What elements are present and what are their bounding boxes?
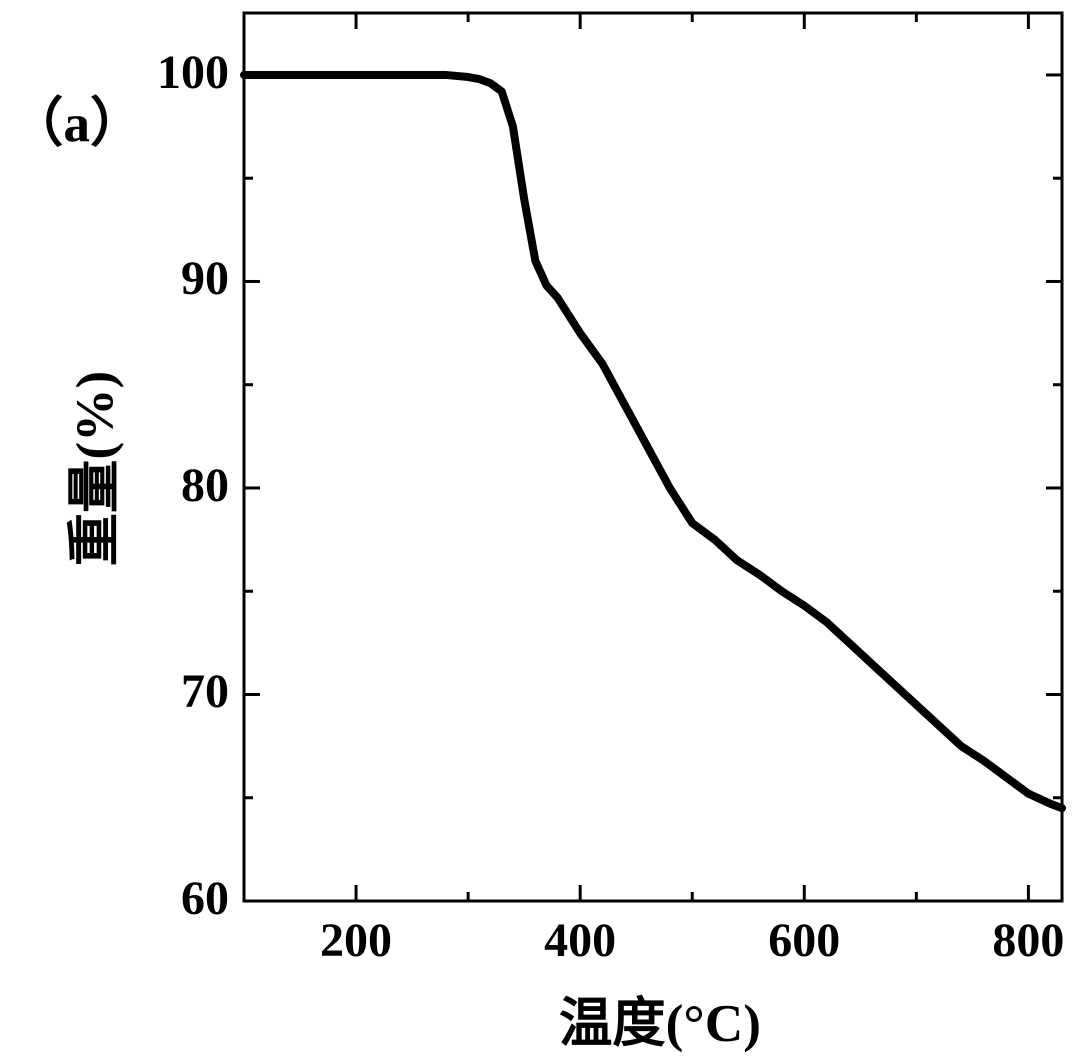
x-tick-label: 400 [530,913,630,968]
x-axis-label: 温度(°C) [510,980,810,1057]
y-axis-label: 重量(%) [52,319,129,619]
y-tick-label: 100 [129,45,229,100]
y-tick-label: 90 [129,251,229,306]
y-tick-label: 80 [129,458,229,513]
y-tick-label: 60 [129,871,229,926]
x-tick-label: 200 [306,913,406,968]
x-tick-label: 800 [978,913,1078,968]
panel-label: （a） [10,80,143,157]
figure-root: （a） 重量(%) 温度(°C) 200 400 600 800 60 70 80 90 10… [0,0,1081,1063]
x-tick-label: 600 [754,913,854,968]
y-tick-label: 70 [129,664,229,719]
